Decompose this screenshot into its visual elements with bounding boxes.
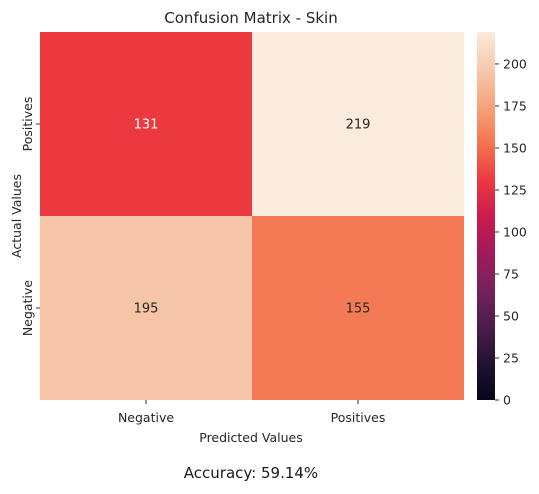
colorbar-tick-label: 175 bbox=[503, 98, 527, 113]
colorbar-tick-label: 50 bbox=[503, 308, 519, 323]
x-tick-label: Positives bbox=[331, 410, 386, 425]
colorbar bbox=[477, 32, 495, 400]
y-tick-label: Positives bbox=[20, 97, 35, 152]
colorbar-ticks: 0 25 50 75 100 125 150 175 200 bbox=[495, 56, 527, 408]
heatmap-cells: 131 219 195 155 bbox=[40, 32, 464, 400]
x-axis-label: Predicted Values bbox=[199, 430, 303, 445]
cell-value-label: 155 bbox=[346, 302, 371, 317]
cell-value-label: 131 bbox=[134, 118, 159, 133]
colorbar-tick-label: 100 bbox=[503, 224, 527, 239]
cell-value-label: 219 bbox=[346, 118, 371, 133]
colorbar-tick-label: 125 bbox=[503, 182, 527, 197]
heatmap-cell bbox=[252, 216, 464, 400]
y-tick-label: Negative bbox=[20, 280, 35, 336]
colorbar-tick-label: 75 bbox=[503, 266, 519, 281]
confusion-matrix-chart: Confusion Matrix - Skin 131 219 195 155 Neg… bbox=[9, 9, 527, 445]
cell-value-label: 195 bbox=[134, 302, 159, 317]
heatmap-cell bbox=[40, 32, 252, 216]
y-axis-ticks: Positives Negative bbox=[20, 97, 40, 336]
x-tick-label: Negative bbox=[118, 410, 174, 425]
x-axis-ticks: Negative Positives bbox=[118, 400, 385, 425]
accuracy-caption: Accuracy: 59.14% bbox=[183, 464, 319, 482]
colorbar-tick-label: 25 bbox=[503, 350, 519, 365]
colorbar-tick-label: 150 bbox=[503, 140, 527, 155]
colorbar-tick-label: 0 bbox=[503, 393, 511, 408]
colorbar-tick-label: 200 bbox=[503, 56, 527, 71]
heatmap-cell bbox=[252, 32, 464, 216]
y-axis-label: Actual Values bbox=[9, 174, 24, 258]
chart-title: Confusion Matrix - Skin bbox=[164, 9, 337, 27]
heatmap-cell bbox=[40, 216, 252, 400]
